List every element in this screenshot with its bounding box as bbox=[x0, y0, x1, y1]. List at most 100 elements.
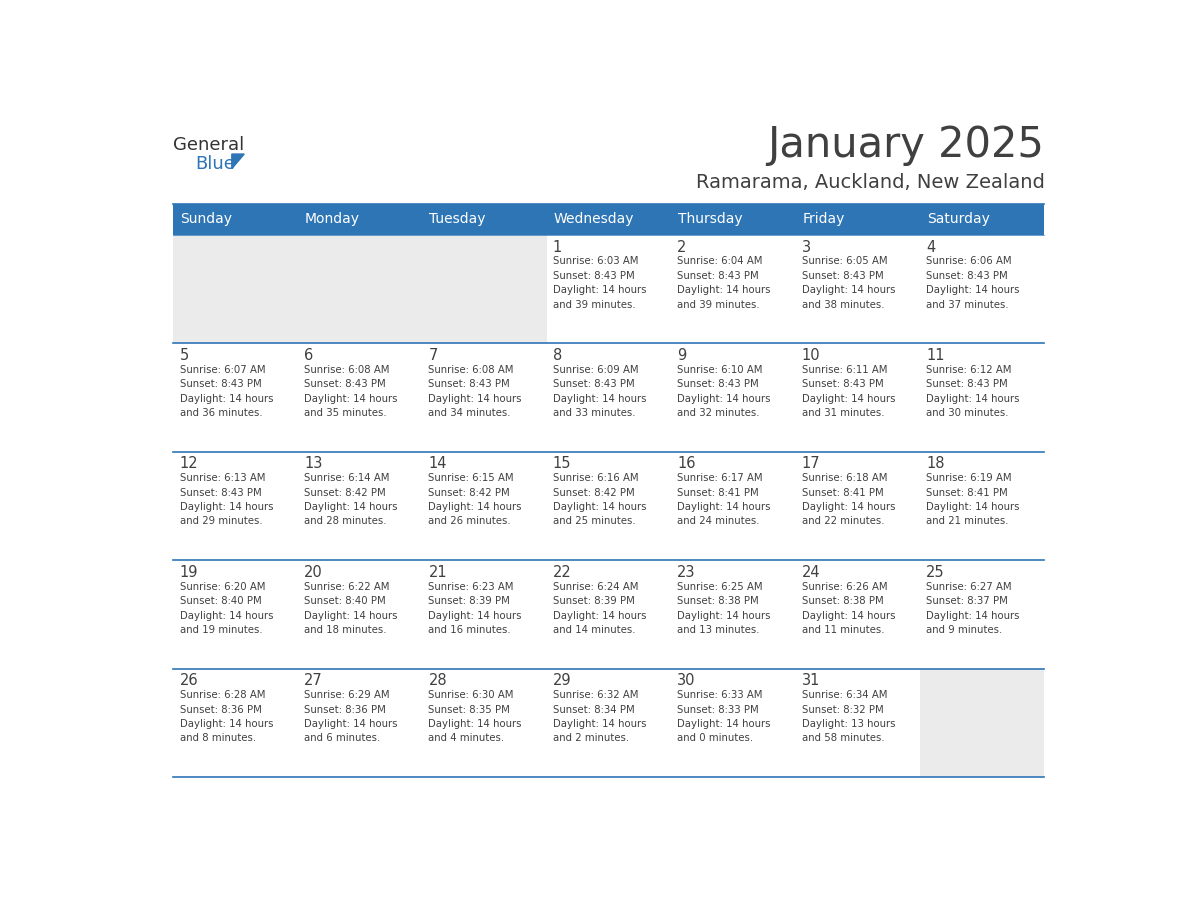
Bar bbox=[173, 668, 298, 777]
Text: 10: 10 bbox=[802, 348, 821, 363]
Bar bbox=[546, 235, 671, 343]
Bar bbox=[796, 560, 920, 668]
Text: Sunrise: 6:29 AM
Sunset: 8:36 PM
Daylight: 14 hours
and 6 minutes.: Sunrise: 6:29 AM Sunset: 8:36 PM Dayligh… bbox=[304, 690, 398, 744]
Text: Sunrise: 6:32 AM
Sunset: 8:34 PM
Daylight: 14 hours
and 2 minutes.: Sunrise: 6:32 AM Sunset: 8:34 PM Dayligh… bbox=[552, 690, 646, 744]
Text: Blue: Blue bbox=[195, 154, 235, 173]
Bar bbox=[422, 343, 546, 452]
Text: 27: 27 bbox=[304, 673, 323, 688]
Text: Sunday: Sunday bbox=[181, 212, 233, 227]
Text: 13: 13 bbox=[304, 456, 322, 471]
Text: Sunrise: 6:03 AM
Sunset: 8:43 PM
Daylight: 14 hours
and 39 minutes.: Sunrise: 6:03 AM Sunset: 8:43 PM Dayligh… bbox=[552, 256, 646, 309]
Text: 15: 15 bbox=[552, 456, 571, 471]
Text: 14: 14 bbox=[429, 456, 447, 471]
Bar bbox=[173, 204, 298, 235]
Bar bbox=[298, 560, 422, 668]
Bar bbox=[920, 204, 1044, 235]
Text: 17: 17 bbox=[802, 456, 821, 471]
Bar bbox=[920, 235, 1044, 343]
Text: 24: 24 bbox=[802, 565, 821, 580]
Text: Sunrise: 6:07 AM
Sunset: 8:43 PM
Daylight: 14 hours
and 36 minutes.: Sunrise: 6:07 AM Sunset: 8:43 PM Dayligh… bbox=[179, 364, 273, 418]
Text: Sunrise: 6:25 AM
Sunset: 8:38 PM
Daylight: 14 hours
and 13 minutes.: Sunrise: 6:25 AM Sunset: 8:38 PM Dayligh… bbox=[677, 582, 771, 635]
Text: 5: 5 bbox=[179, 348, 189, 363]
Bar bbox=[422, 668, 546, 777]
Bar bbox=[173, 560, 298, 668]
Text: General: General bbox=[173, 136, 245, 154]
Bar bbox=[298, 235, 422, 343]
Text: Sunrise: 6:17 AM
Sunset: 8:41 PM
Daylight: 14 hours
and 24 minutes.: Sunrise: 6:17 AM Sunset: 8:41 PM Dayligh… bbox=[677, 474, 771, 527]
Bar bbox=[671, 343, 796, 452]
Text: 8: 8 bbox=[552, 348, 562, 363]
Bar bbox=[796, 668, 920, 777]
Bar bbox=[671, 452, 796, 560]
Text: 6: 6 bbox=[304, 348, 314, 363]
Text: Sunrise: 6:10 AM
Sunset: 8:43 PM
Daylight: 14 hours
and 32 minutes.: Sunrise: 6:10 AM Sunset: 8:43 PM Dayligh… bbox=[677, 364, 771, 418]
Bar bbox=[796, 452, 920, 560]
Text: Sunrise: 6:27 AM
Sunset: 8:37 PM
Daylight: 14 hours
and 9 minutes.: Sunrise: 6:27 AM Sunset: 8:37 PM Dayligh… bbox=[927, 582, 1019, 635]
Bar bbox=[298, 452, 422, 560]
Bar bbox=[298, 668, 422, 777]
Text: 7: 7 bbox=[429, 348, 437, 363]
Text: Sunrise: 6:15 AM
Sunset: 8:42 PM
Daylight: 14 hours
and 26 minutes.: Sunrise: 6:15 AM Sunset: 8:42 PM Dayligh… bbox=[429, 474, 522, 527]
Bar bbox=[298, 204, 422, 235]
Text: Sunrise: 6:14 AM
Sunset: 8:42 PM
Daylight: 14 hours
and 28 minutes.: Sunrise: 6:14 AM Sunset: 8:42 PM Dayligh… bbox=[304, 474, 398, 527]
Bar bbox=[796, 343, 920, 452]
Bar bbox=[298, 343, 422, 452]
Text: 26: 26 bbox=[179, 673, 198, 688]
Text: 11: 11 bbox=[927, 348, 944, 363]
Text: 9: 9 bbox=[677, 348, 687, 363]
Text: Saturday: Saturday bbox=[927, 212, 990, 227]
Text: 1: 1 bbox=[552, 240, 562, 254]
Text: 20: 20 bbox=[304, 565, 323, 580]
Text: Monday: Monday bbox=[304, 212, 360, 227]
Text: Sunrise: 6:33 AM
Sunset: 8:33 PM
Daylight: 14 hours
and 0 minutes.: Sunrise: 6:33 AM Sunset: 8:33 PM Dayligh… bbox=[677, 690, 771, 744]
Text: Sunrise: 6:22 AM
Sunset: 8:40 PM
Daylight: 14 hours
and 18 minutes.: Sunrise: 6:22 AM Sunset: 8:40 PM Dayligh… bbox=[304, 582, 398, 635]
Text: January 2025: January 2025 bbox=[767, 124, 1044, 166]
Bar bbox=[920, 560, 1044, 668]
Bar bbox=[173, 343, 298, 452]
Text: Sunrise: 6:08 AM
Sunset: 8:43 PM
Daylight: 14 hours
and 35 minutes.: Sunrise: 6:08 AM Sunset: 8:43 PM Dayligh… bbox=[304, 364, 398, 418]
Text: Tuesday: Tuesday bbox=[429, 212, 486, 227]
Bar bbox=[671, 560, 796, 668]
Bar bbox=[796, 235, 920, 343]
Text: 16: 16 bbox=[677, 456, 696, 471]
Text: Sunrise: 6:16 AM
Sunset: 8:42 PM
Daylight: 14 hours
and 25 minutes.: Sunrise: 6:16 AM Sunset: 8:42 PM Dayligh… bbox=[552, 474, 646, 527]
Text: Sunrise: 6:05 AM
Sunset: 8:43 PM
Daylight: 14 hours
and 38 minutes.: Sunrise: 6:05 AM Sunset: 8:43 PM Dayligh… bbox=[802, 256, 896, 309]
Text: Sunrise: 6:06 AM
Sunset: 8:43 PM
Daylight: 14 hours
and 37 minutes.: Sunrise: 6:06 AM Sunset: 8:43 PM Dayligh… bbox=[927, 256, 1019, 309]
Text: 30: 30 bbox=[677, 673, 696, 688]
Text: Sunrise: 6:11 AM
Sunset: 8:43 PM
Daylight: 14 hours
and 31 minutes.: Sunrise: 6:11 AM Sunset: 8:43 PM Dayligh… bbox=[802, 364, 896, 418]
Text: Sunrise: 6:09 AM
Sunset: 8:43 PM
Daylight: 14 hours
and 33 minutes.: Sunrise: 6:09 AM Sunset: 8:43 PM Dayligh… bbox=[552, 364, 646, 418]
Text: Sunrise: 6:08 AM
Sunset: 8:43 PM
Daylight: 14 hours
and 34 minutes.: Sunrise: 6:08 AM Sunset: 8:43 PM Dayligh… bbox=[429, 364, 522, 418]
Bar bbox=[920, 668, 1044, 777]
Bar bbox=[546, 204, 671, 235]
Bar bbox=[422, 452, 546, 560]
Bar bbox=[173, 452, 298, 560]
Bar bbox=[920, 343, 1044, 452]
Bar bbox=[671, 668, 796, 777]
Text: Sunrise: 6:12 AM
Sunset: 8:43 PM
Daylight: 14 hours
and 30 minutes.: Sunrise: 6:12 AM Sunset: 8:43 PM Dayligh… bbox=[927, 364, 1019, 418]
Bar bbox=[422, 204, 546, 235]
Text: Sunrise: 6:26 AM
Sunset: 8:38 PM
Daylight: 14 hours
and 11 minutes.: Sunrise: 6:26 AM Sunset: 8:38 PM Dayligh… bbox=[802, 582, 896, 635]
Text: Ramarama, Auckland, New Zealand: Ramarama, Auckland, New Zealand bbox=[695, 174, 1044, 192]
Bar bbox=[920, 452, 1044, 560]
Text: 31: 31 bbox=[802, 673, 820, 688]
Text: Sunrise: 6:13 AM
Sunset: 8:43 PM
Daylight: 14 hours
and 29 minutes.: Sunrise: 6:13 AM Sunset: 8:43 PM Dayligh… bbox=[179, 474, 273, 527]
Text: 28: 28 bbox=[429, 673, 447, 688]
Text: 25: 25 bbox=[927, 565, 944, 580]
Bar bbox=[546, 668, 671, 777]
Bar bbox=[796, 204, 920, 235]
Text: 21: 21 bbox=[429, 565, 447, 580]
Polygon shape bbox=[232, 154, 245, 169]
Text: Sunrise: 6:04 AM
Sunset: 8:43 PM
Daylight: 14 hours
and 39 minutes.: Sunrise: 6:04 AM Sunset: 8:43 PM Dayligh… bbox=[677, 256, 771, 309]
Text: 29: 29 bbox=[552, 673, 571, 688]
Text: 4: 4 bbox=[927, 240, 935, 254]
Text: Thursday: Thursday bbox=[678, 212, 742, 227]
Text: Sunrise: 6:30 AM
Sunset: 8:35 PM
Daylight: 14 hours
and 4 minutes.: Sunrise: 6:30 AM Sunset: 8:35 PM Dayligh… bbox=[429, 690, 522, 744]
Bar bbox=[546, 343, 671, 452]
Text: 18: 18 bbox=[927, 456, 944, 471]
Bar bbox=[671, 235, 796, 343]
Bar bbox=[422, 560, 546, 668]
Bar bbox=[546, 560, 671, 668]
Text: 3: 3 bbox=[802, 240, 811, 254]
Bar bbox=[173, 235, 298, 343]
Text: Sunrise: 6:18 AM
Sunset: 8:41 PM
Daylight: 14 hours
and 22 minutes.: Sunrise: 6:18 AM Sunset: 8:41 PM Dayligh… bbox=[802, 474, 896, 527]
